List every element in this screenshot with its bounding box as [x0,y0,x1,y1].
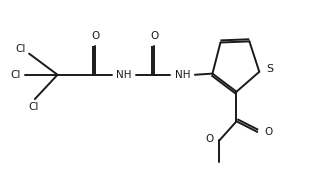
Text: Cl: Cl [10,70,21,80]
Text: O: O [264,127,272,137]
Text: NH: NH [175,70,190,80]
Text: Cl: Cl [29,102,39,112]
Text: O: O [205,134,214,144]
Text: S: S [266,64,273,74]
Text: O: O [150,31,158,41]
Text: Cl: Cl [15,44,25,54]
Text: NH: NH [116,70,132,80]
Text: O: O [91,31,100,41]
